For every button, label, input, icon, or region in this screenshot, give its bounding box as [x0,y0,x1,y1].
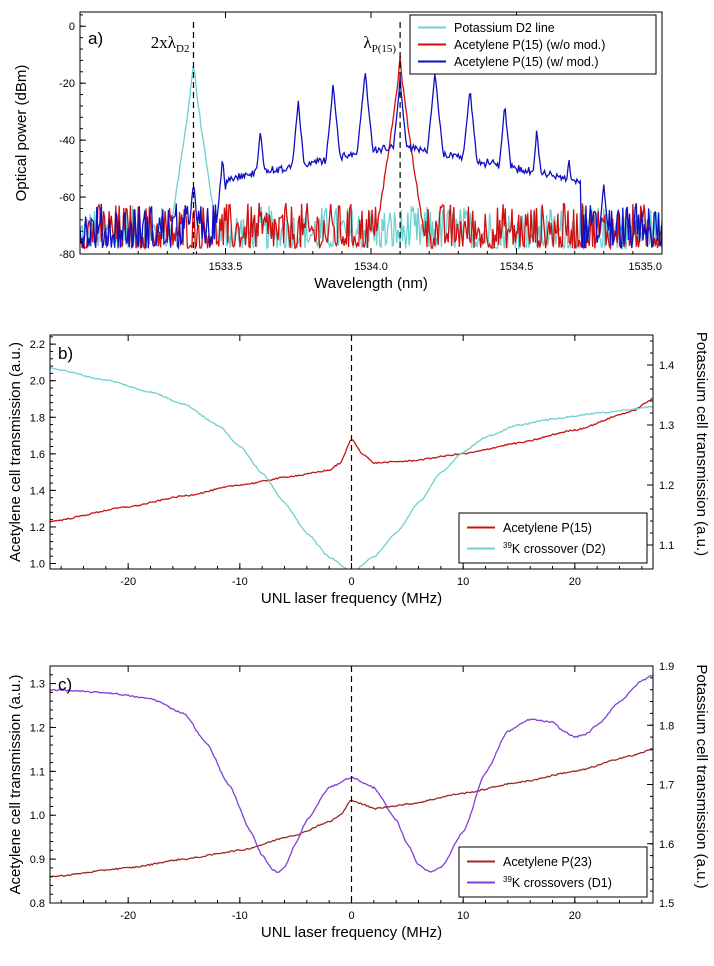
legend-name: K crossover (D2) [512,542,606,556]
y2-tick-label: 1.4 [659,360,674,372]
y2-tick-label: 1.6 [659,839,674,851]
panel-2: -20 -10 0 10 20 0.8 0.9 1.0 1.1 1.2 1.3 1.5 1.6 1.7 1.… [7,661,710,941]
x-tick-label: -20 [120,910,136,922]
x-tick-label: 20 [569,910,581,922]
panel-1: -20 -10 0 10 20 1.0 1.2 1.4 1.6 1.8 2.0 2.2 1.1 1.2 1.… [7,332,710,607]
x-tick-label: -20 [120,576,136,588]
legend: Acetylene P(15) 39K crossover (D2) [459,513,647,563]
marker-label-sub: P(15) [372,43,397,55]
y-tick-label: 1.8 [30,412,45,424]
y-tick-label: 1.6 [30,449,45,461]
y-tick-label: 1.3 [30,679,45,691]
x-tick-label: 0 [348,576,354,588]
y2-tick-label: 1.9 [659,661,674,673]
legend-entry: 39K crossovers (D1) [503,875,612,890]
x-tick-label: 20 [569,576,581,588]
x-tick-label: 10 [457,910,469,922]
x-tick-label: -10 [232,576,248,588]
panel-label: c) [58,675,72,694]
y-tick-label: 1.2 [30,722,45,734]
y-tick-label: 2.2 [30,339,45,351]
x-tick-label: -10 [232,910,248,922]
y-axis-label: Optical power (dBm) [13,65,30,202]
y-tick-label: 2.0 [30,376,45,388]
y-axis-label: Acetylene cell transmission (a.u.) [7,674,24,894]
legend-entry: Acetylene P(15) [503,521,592,535]
y2-tick-label: 1.7 [659,780,674,792]
x-axis-label: UNL laser frequency (MHz) [261,590,442,607]
panel-0: 2xλD2 λP(15) 1533.5 1534.0 1534.5 1535.0 0 -20 -… [13,12,662,292]
y2-axis-label: Potassium cell transmission (a.u.) [693,664,710,888]
legend-entry: Acetylene P(15) (w/o mod.) [454,38,605,52]
x-tick-label: 1533.5 [209,261,243,273]
marker-label-1: 2xλD2 [151,33,190,55]
y2-tick-label: 1.8 [659,720,674,732]
legend-entry: Acetylene P(23) [503,855,592,869]
y-tick-label: -60 [59,192,75,204]
x-axis-label: UNL laser frequency (MHz) [261,924,442,941]
plot-area [80,56,662,249]
y2-tick-label: 1.3 [659,420,674,432]
x-tick-label: 0 [348,910,354,922]
y-tick-label: 0 [69,21,75,33]
y-tick-label: 0.9 [30,854,45,866]
panel-label: a) [88,29,103,48]
y-tick-label: -40 [59,135,75,147]
y-axis-label: Acetylene cell transmission (a.u.) [7,342,24,562]
x-tick-label: 1535.0 [628,261,662,273]
y-tick-label: -80 [59,249,75,261]
y-tick-label: 1.1 [30,766,45,778]
x-tick-label: 1534.0 [354,261,388,273]
series-line-2 [80,56,662,249]
y-tick-label: 1.2 [30,522,45,534]
y-tick-label: 1.0 [30,810,45,822]
legend-name: K crossovers (D1) [512,876,612,890]
y2-tick-label: 1.1 [659,540,674,552]
y-tick-label: 1.4 [30,485,45,497]
legend: Potassium D2 line Acetylene P(15) (w/o mo… [410,15,656,74]
y-tick-label: 0.8 [30,898,45,910]
legend-entry: Acetylene P(15) (w/ mod.) [454,55,599,69]
x-tick-label: 1534.5 [500,261,534,273]
legend-entry: 39K crossover (D2) [503,541,606,556]
y-tick-label: -20 [59,78,75,90]
y2-tick-label: 1.5 [659,898,674,910]
marker-label-sub: D2 [176,43,189,55]
marker-label-2: λP(15) [363,33,396,55]
x-tick-label: 10 [457,576,469,588]
panel-label: b) [58,344,73,363]
marker-label-base: 2xλ [151,33,177,52]
y-tick-label: 1.0 [30,559,45,571]
x-axis-label: Wavelength (nm) [314,275,428,292]
legend-entry: Potassium D2 line [454,21,555,35]
legend: Acetylene P(23) 39K crossovers (D1) [459,847,647,897]
y2-axis-label: Potassium cell transmission (a.u.) [693,332,710,556]
y2-tick-label: 1.2 [659,480,674,492]
